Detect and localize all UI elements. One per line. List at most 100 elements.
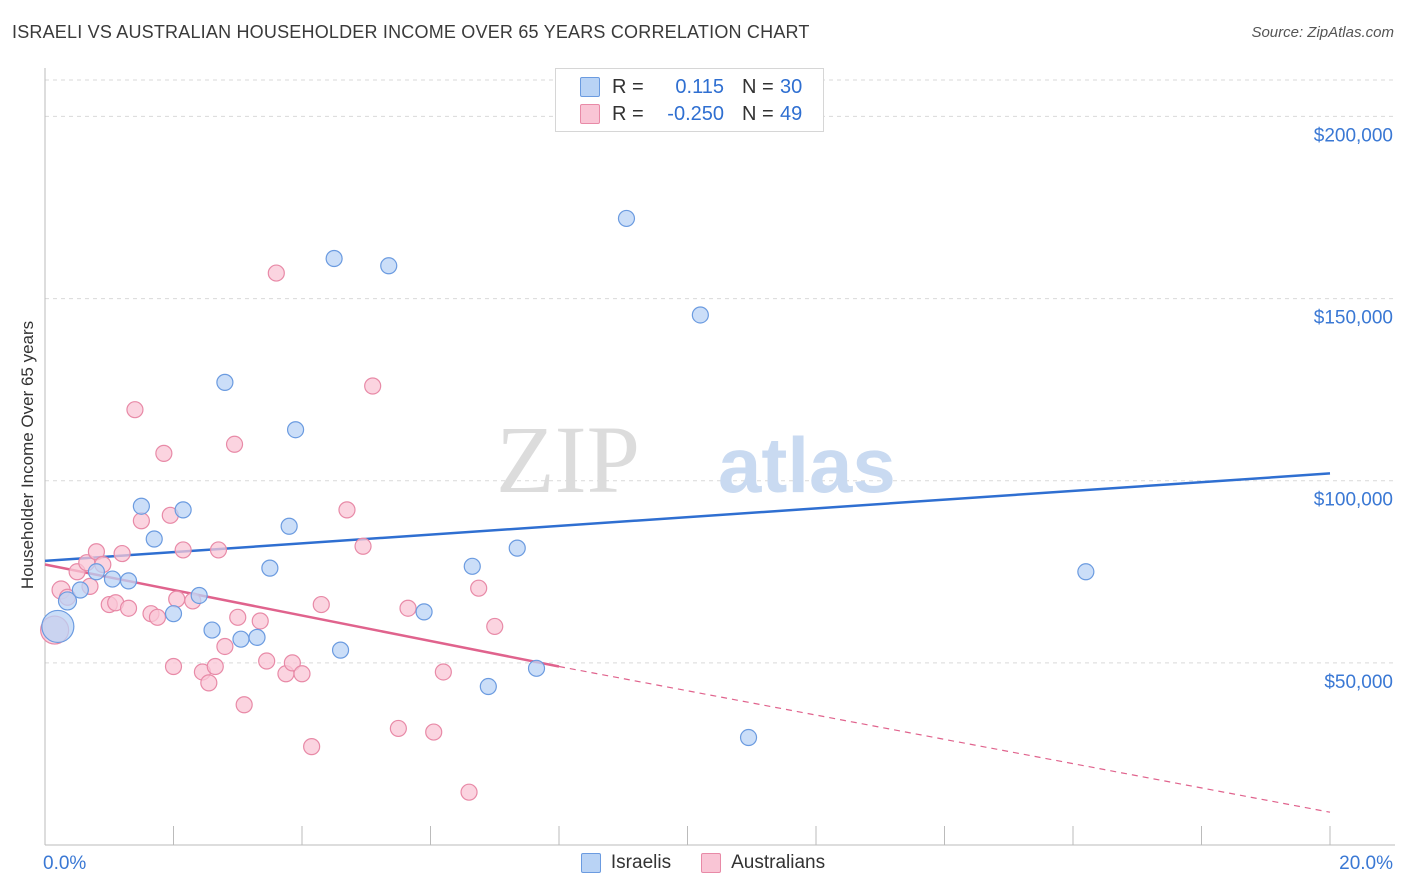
point-israelis [132, 497, 150, 515]
point-australians [209, 541, 228, 559]
point-australians [206, 657, 224, 676]
point-israelis [119, 572, 138, 590]
watermark-zip: ZIP [496, 406, 640, 513]
point-australians [126, 401, 144, 419]
chart-title: ISRAELI VS AUSTRALIAN HOUSEHOLDER INCOME… [12, 22, 810, 42]
legend-r-value: -0.250 [667, 102, 724, 125]
trendline-australians-extension [558, 665, 1331, 813]
point-australians [164, 657, 183, 676]
point-israelis [164, 605, 183, 623]
point-israelis [103, 570, 122, 588]
point-israelis [57, 591, 78, 611]
point-australians [174, 541, 192, 559]
legend-r-label: R = [612, 102, 644, 125]
point-australians [200, 674, 218, 692]
point-israelis [190, 586, 208, 605]
point-australians [338, 501, 356, 519]
point-australians [354, 537, 372, 555]
point-israelis [71, 581, 89, 599]
legend-item-israelis[interactable]: Israelis [580, 852, 672, 874]
point-australians [155, 444, 173, 462]
legend-row-australians: R = -0.250 N = 49 [580, 102, 802, 126]
x-tick-label-min: 0.0% [43, 853, 86, 874]
point-israelis [203, 621, 221, 639]
point-israelis [380, 257, 398, 275]
points-layer [40, 209, 1095, 801]
point-israelis [41, 609, 75, 644]
legend-row-israelis: R = 0.115 N = 30 [580, 75, 802, 99]
point-australians [251, 612, 269, 630]
legend-item-australians[interactable]: Australians [701, 852, 825, 874]
point-australians [425, 723, 443, 741]
point-australians [470, 579, 488, 597]
point-israelis [87, 563, 106, 581]
point-israelis [415, 603, 433, 621]
point-australians [312, 595, 330, 614]
legend-r-label: R = [612, 75, 644, 98]
point-israelis [261, 559, 279, 577]
point-australians [229, 608, 247, 626]
correlation-legend: R = 0.115 N = 30 R = -0.250 N = 49 [555, 68, 824, 132]
point-australians [235, 696, 253, 714]
legend-swatch-australians [701, 853, 722, 873]
point-australians [399, 599, 417, 617]
legend-n-label: N = [742, 102, 774, 125]
point-israelis [331, 641, 350, 659]
axis-layer [44, 68, 1395, 846]
point-israelis [145, 530, 163, 548]
legend-n-value: 49 [780, 102, 803, 125]
point-israelis [479, 677, 497, 696]
point-australians [364, 377, 382, 395]
point-israelis [248, 628, 266, 646]
point-australians [132, 512, 150, 530]
point-israelis [691, 306, 709, 324]
source-label: Source: ZipAtlas.com [1251, 24, 1394, 41]
y-tick-label: $50,000 [1324, 672, 1393, 693]
point-australians [225, 435, 244, 453]
point-israelis [280, 517, 298, 535]
point-israelis [463, 557, 481, 575]
legend-swatch-israelis [580, 853, 601, 873]
point-israelis [174, 501, 192, 519]
point-israelis [325, 249, 343, 268]
point-australians [389, 719, 407, 738]
point-australians [216, 637, 234, 656]
point-israelis [617, 209, 636, 228]
series-legend: Israelis Australians [0, 852, 1406, 874]
point-australians [168, 590, 186, 608]
x-tick-label-max: 20.0% [1339, 853, 1393, 874]
legend-label-australians: Australians [731, 852, 826, 873]
point-australians [283, 654, 301, 672]
tick-label-layer: $50,000 $100,000 $150,000 $200,000 0.0% 20.0% [43, 125, 1393, 874]
point-australians [267, 264, 285, 282]
point-australians [486, 617, 504, 636]
point-australians [460, 783, 478, 801]
point-australians [303, 738, 321, 756]
watermark-atlas: atlas [718, 421, 896, 509]
legend-label-israelis: Israelis [610, 852, 672, 873]
y-tick-label: $100,000 [1314, 490, 1393, 511]
watermark: ZIP atlas [496, 406, 896, 513]
legend-swatch-blue [580, 77, 600, 97]
point-australians [119, 599, 138, 617]
y-tick-label: $200,000 [1314, 125, 1393, 146]
y-axis-label: Householder Income Over 65 years [18, 320, 37, 590]
point-australians [293, 665, 311, 683]
point-australians [113, 544, 131, 563]
legend-n-value: 30 [780, 75, 803, 98]
point-australians [148, 608, 167, 626]
trendline-israelis [44, 472, 1331, 563]
point-israelis [527, 659, 546, 677]
point-israelis [286, 421, 305, 439]
point-israelis [232, 630, 250, 648]
point-australians [434, 663, 452, 681]
point-israelis [739, 728, 758, 747]
legend-r-value: 0.115 [675, 75, 724, 98]
point-israelis [1077, 563, 1095, 581]
legend-n-label: N = [742, 75, 774, 98]
point-australians [258, 652, 276, 670]
grid-layer [45, 79, 1395, 664]
point-israelis [508, 539, 526, 557]
y-tick-label: $150,000 [1314, 308, 1393, 329]
